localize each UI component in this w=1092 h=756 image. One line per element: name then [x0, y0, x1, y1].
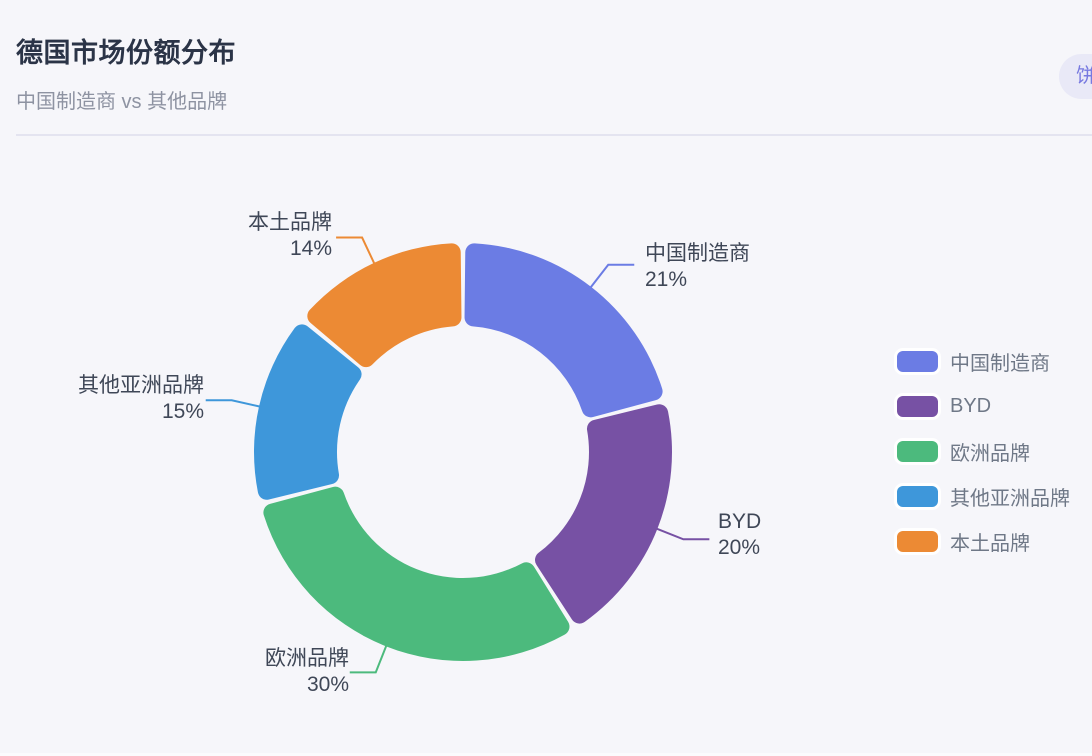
slice-label-name: 本土品牌 — [248, 211, 332, 234]
slice-label-percent: 21% — [645, 268, 688, 291]
legend-label: 本土品牌 — [950, 533, 1030, 555]
legend-swatch — [897, 486, 938, 507]
legend-label: 欧洲品牌 — [950, 443, 1030, 465]
legend-item-local-brands[interactable]: 本土品牌 — [897, 531, 1070, 555]
slice-label-percent: 20% — [718, 536, 761, 559]
legend-item-other-asian-brands[interactable]: 其他亚洲品牌 — [897, 486, 1070, 510]
legend-item-byd[interactable]: BYD — [897, 395, 1070, 417]
legend-item-european-brands[interactable]: 欧洲品牌 — [897, 441, 1070, 465]
label-leader-line-1 — [656, 527, 710, 541]
legend-swatch — [897, 396, 938, 417]
legend-swatch — [897, 441, 938, 462]
slice-label-name: 中国制造商 — [645, 242, 750, 265]
label-leader-line-3 — [205, 399, 261, 408]
slice-label-name: BYD — [718, 510, 762, 533]
bottom-edge-divider — [0, 753, 1092, 756]
legend-label: 其他亚洲品牌 — [950, 488, 1070, 510]
slice-label-percent: 14% — [289, 237, 332, 260]
slice-label-percent: 15% — [161, 400, 204, 423]
legend-swatch — [897, 351, 938, 372]
page-title: 德国市场份额分布 — [16, 38, 236, 68]
pie-slice-2[interactable] — [263, 486, 570, 661]
pie-slice-0[interactable] — [464, 243, 663, 418]
pie-type-badge[interactable]: 饼 — [1059, 54, 1092, 99]
slice-label-china-manufacturers: 中国制造商 21% — [645, 241, 750, 293]
slice-label-local-brands: 本土品牌 14% — [248, 210, 332, 262]
legend-label: BYD — [950, 395, 992, 417]
slice-label-european-brands: 欧洲品牌 30% — [265, 646, 349, 698]
page-subtitle: 中国制造商 vs 其他品牌 — [16, 91, 228, 113]
pie-slice-4[interactable] — [307, 243, 462, 368]
slice-label-name: 欧洲品牌 — [265, 647, 349, 670]
label-leader-line-0 — [589, 263, 635, 289]
slice-label-percent: 30% — [306, 673, 349, 696]
label-leader-line-2 — [349, 645, 388, 674]
legend-swatch — [897, 531, 938, 552]
legend: 中国制造商 BYD 欧洲品牌 其他亚洲品牌 本土品牌 — [897, 351, 1070, 576]
label-leader-line-4 — [336, 236, 376, 265]
legend-label: 中国制造商 — [950, 353, 1050, 375]
slice-label-byd: BYD 20% — [718, 509, 761, 561]
pie-slice-1[interactable] — [535, 404, 673, 624]
pie-slice-3[interactable] — [253, 324, 362, 500]
legend-item-china-manufacturers[interactable]: 中国制造商 — [897, 351, 1070, 375]
slice-label-other-asian-brands: 其他亚洲品牌 15% — [78, 373, 204, 425]
slice-label-name: 其他亚洲品牌 — [78, 374, 204, 397]
header-divider — [16, 134, 1092, 136]
